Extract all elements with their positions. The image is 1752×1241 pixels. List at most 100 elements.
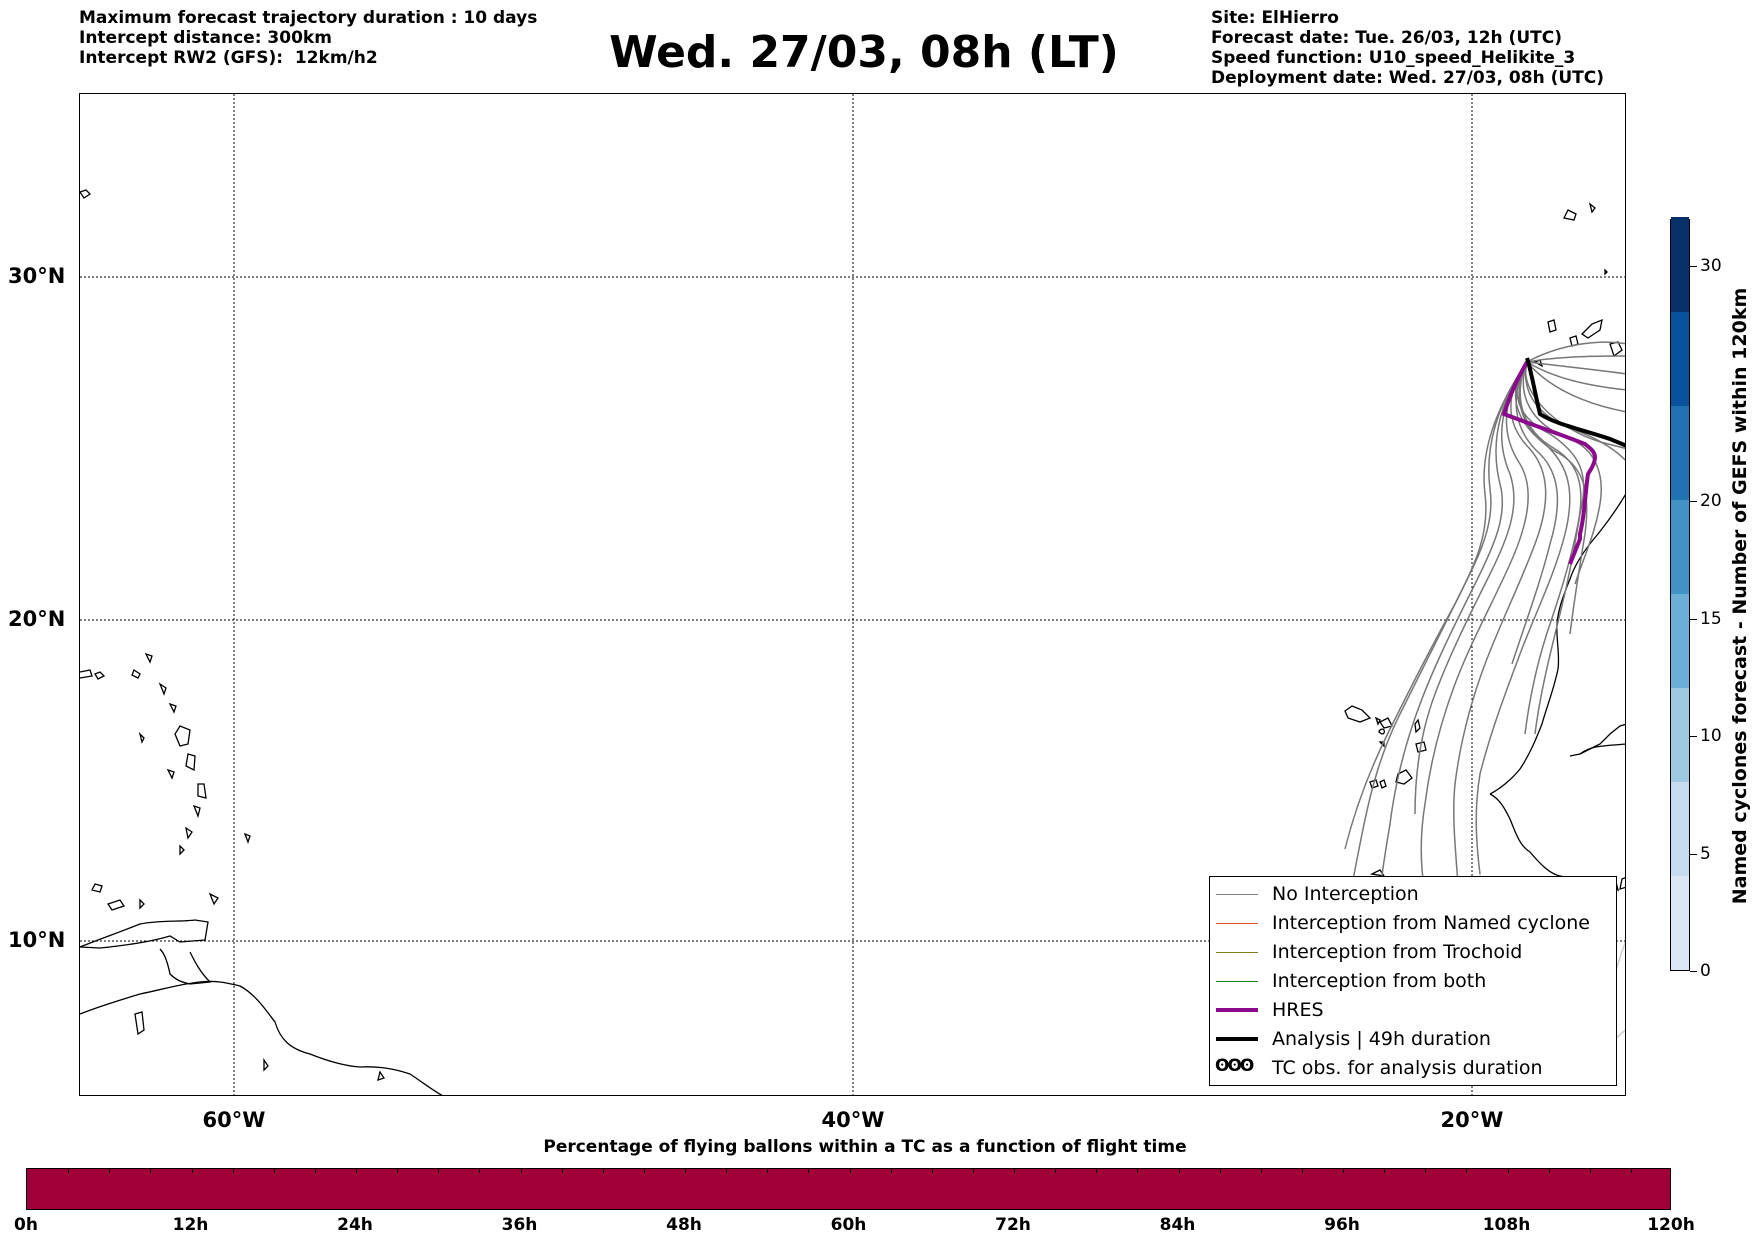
legend-label: No Interception <box>1272 883 1419 905</box>
ensemble-trajectory <box>1526 361 1625 375</box>
percentage-bar-tick <box>397 1169 399 1173</box>
percentage-bar-tick <box>1384 1169 1386 1173</box>
percentage-bar-tick <box>1466 1169 1468 1173</box>
colorbar-tick-label: 10 <box>1700 726 1722 746</box>
legend-label: Interception from both <box>1272 970 1487 992</box>
legend-label: HRES <box>1272 999 1324 1021</box>
percentage-bar-label: 72h <box>995 1215 1031 1235</box>
colorbar-segment <box>1671 217 1689 312</box>
percentage-bar-tick <box>1178 1169 1180 1173</box>
colorbar-segment <box>1671 781 1689 876</box>
legend-swatch <box>1216 1037 1258 1041</box>
percentage-bar-label: 36h <box>501 1215 538 1235</box>
percentage-bar <box>26 1168 1671 1210</box>
colorbar-tick-label: 5 <box>1700 843 1711 864</box>
legend-item: No Interception <box>1210 881 1616 910</box>
legend-label: Interception from Trochoid <box>1272 941 1523 963</box>
colorbar-segment <box>1671 499 1689 594</box>
percentage-bar-tick <box>1548 1169 1550 1173</box>
percentage-bar-tick <box>685 1169 686 1173</box>
header-info-left: Maximum forecast trajectory duration : 1… <box>79 8 537 68</box>
percentage-bar-label: 108h <box>1482 1215 1531 1235</box>
legend-swatch <box>1216 952 1258 953</box>
percentage-bar-tick <box>150 1169 152 1173</box>
legend-item: HRES <box>1210 997 1616 1026</box>
ensemble-trajectory <box>1518 361 1588 635</box>
percentage-bar-label: 60h <box>830 1215 867 1235</box>
percentage-bar-tick <box>602 1169 604 1173</box>
percentage-bar-tick <box>1014 1169 1015 1173</box>
legend-item: ʘʘʘ TC obs. for analysis duration <box>1210 1055 1616 1084</box>
percentage-bar-tick <box>1096 1169 1098 1173</box>
map-legend: No Interception Interception from Named … <box>1209 876 1617 1086</box>
percentage-bar-tick <box>1260 1169 1262 1173</box>
header-right-line: Speed function: U10_speed_Helikite_3 <box>1211 48 1576 68</box>
ensemble-trajectory <box>1526 355 1625 363</box>
percentage-bar-label: 0h <box>14 1215 38 1235</box>
colorbar-tick <box>1690 618 1697 620</box>
analysis-trajectory <box>1525 357 1625 448</box>
header-left-line: Intercept distance: 300km <box>79 28 332 48</box>
colorbar-tick <box>1690 971 1697 972</box>
ensemble-trajectory <box>1519 361 1582 735</box>
legend-item: Interception from Trochoid <box>1210 939 1616 968</box>
colorbar-title-wrap: Named cyclones forecast - Number of GEFS… <box>1728 220 1752 972</box>
legend-label: Analysis | 49h duration <box>1272 1028 1491 1050</box>
lat-label: 10°N <box>8 928 66 952</box>
percentage-bar-label: 24h <box>337 1215 373 1235</box>
ensemble-trajectory <box>1526 361 1625 413</box>
ensemble-trajectory <box>1511 361 1559 665</box>
header-right-line: Site: ElHierro <box>1211 8 1339 28</box>
percentage-bar-tick <box>726 1169 728 1173</box>
legend-swatch <box>1216 981 1258 982</box>
percentage-bar-tick <box>438 1169 440 1173</box>
lon-label: 20°W <box>1440 1108 1504 1132</box>
colorbar-segment <box>1671 405 1689 500</box>
colorbar-title: Named cyclones forecast - Number of GEFS… <box>1729 287 1751 905</box>
percentage-bar-tick <box>68 1169 70 1173</box>
lon-label: 40°W <box>821 1108 885 1132</box>
ensemble-trajectory <box>1414 361 1528 815</box>
page-title: Wed. 27/03, 08h (LT) <box>609 27 1119 78</box>
ensemble-trajectory <box>1453 361 1547 885</box>
percentage-bar-tick <box>191 1169 193 1173</box>
percentage-bar-tick <box>232 1169 234 1173</box>
colorbar-tick <box>1690 736 1697 737</box>
lat-label: 30°N <box>8 264 66 288</box>
percentage-bar-tick <box>808 1169 810 1173</box>
ensemble-trajectory <box>1344 361 1528 850</box>
percentage-bar-tick <box>356 1169 357 1173</box>
percentage-bar-tick <box>1055 1169 1057 1173</box>
percentage-bar-tick <box>1301 1169 1303 1173</box>
header-right-line: Forecast date: Tue. 26/03, 12h (UTC) <box>1211 28 1562 48</box>
legend-label: TC obs. for analysis duration <box>1272 1057 1543 1079</box>
legend-item: Analysis | 49h duration <box>1210 1026 1616 1055</box>
percentage-bar-label: 84h <box>1159 1215 1196 1235</box>
percentage-bar-tick <box>1589 1169 1591 1173</box>
percentage-bar-tick <box>890 1169 892 1173</box>
ensemble-trajectory <box>1526 361 1625 391</box>
percentage-bar-tick <box>561 1169 563 1173</box>
coastline-west <box>80 189 443 1095</box>
hres-trajectory <box>1501 360 1597 565</box>
percentage-bar-label: 12h <box>172 1215 209 1235</box>
legend-item: Interception from both <box>1210 968 1616 997</box>
colorbar-tick-label: 30 <box>1700 256 1722 276</box>
percentage-bar-tick <box>520 1169 522 1173</box>
percentage-bar-label: 120h <box>1647 1215 1695 1235</box>
percentage-bar-tick <box>314 1169 316 1173</box>
header-info-right: Site: ElHierro Forecast date: Tue. 26/03… <box>1211 8 1604 88</box>
ensemble-trajectory <box>1526 341 1625 363</box>
colorbar-tick <box>1690 266 1697 267</box>
percentage-bar-tick <box>1137 1169 1139 1173</box>
percentage-bar-tick <box>273 1169 275 1173</box>
percentage-bar-tick <box>479 1169 481 1173</box>
header-right-line: Deployment date: Wed. 27/03, 08h (UTC) <box>1211 68 1605 88</box>
colorbar-tick <box>1690 853 1697 855</box>
colorbar-segment <box>1671 687 1689 782</box>
legend-item: Interception from Named cyclone <box>1210 910 1616 939</box>
coastline-east <box>1344 202 1625 892</box>
header-left-line: Maximum forecast trajectory duration : 1… <box>79 8 538 28</box>
legend-swatch <box>1216 894 1258 895</box>
ensemble-trajectory <box>1377 361 1528 915</box>
